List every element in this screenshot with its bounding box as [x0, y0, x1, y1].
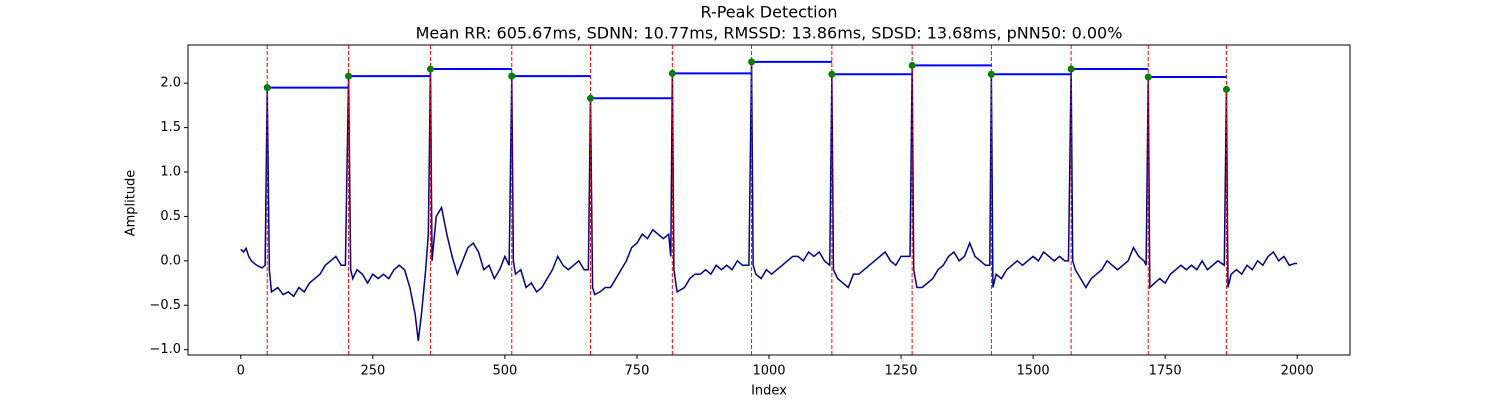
chart-title: R-Peak Detection	[700, 3, 837, 22]
signal-line	[240, 61, 1298, 341]
x-tick-label: 0	[237, 364, 245, 379]
y-tick-label: −1.0	[149, 342, 181, 357]
x-tick-label: 250	[360, 364, 385, 379]
r-peak-point	[586, 94, 594, 102]
y-tick-label: 1.5	[160, 120, 181, 135]
r-peak-point	[668, 69, 676, 77]
x-tick-label: 1750	[1149, 364, 1182, 379]
x-tick-label: 1500	[1017, 364, 1050, 379]
y-tick-label: 1.0	[160, 165, 181, 180]
r-peak-point	[828, 70, 836, 78]
x-tick-label: 1000	[752, 364, 785, 379]
r-peak-point	[426, 65, 434, 73]
r-peak-point	[1222, 85, 1230, 93]
r-peak-point	[263, 84, 271, 92]
chart-subtitle: Mean RR: 605.67ms, SDNN: 10.77ms, RMSSD:…	[416, 24, 1123, 43]
r-peak-point	[508, 72, 516, 80]
x-axis-label: Index	[751, 384, 787, 399]
x-tick-label: 500	[492, 364, 517, 379]
y-tick-label: 2.0	[160, 76, 181, 91]
y-axis-label: Amplitude	[124, 170, 139, 237]
y-tick-label: −0.5	[149, 298, 181, 313]
y-tick-label: 0.0	[160, 253, 181, 268]
plot-frame	[187, 44, 1351, 356]
x-tick-label: 2000	[1281, 364, 1314, 379]
r-peak-point	[1144, 73, 1152, 81]
r-peak-point	[748, 58, 756, 66]
r-peak-point	[1067, 65, 1075, 73]
x-tick-label: 1250	[884, 364, 917, 379]
r-peak-point	[345, 72, 353, 80]
y-tick-label: 0.5	[160, 209, 181, 224]
x-tick-label: 750	[625, 364, 650, 379]
r-peak-point	[908, 61, 916, 69]
r-peak-point	[987, 70, 995, 78]
